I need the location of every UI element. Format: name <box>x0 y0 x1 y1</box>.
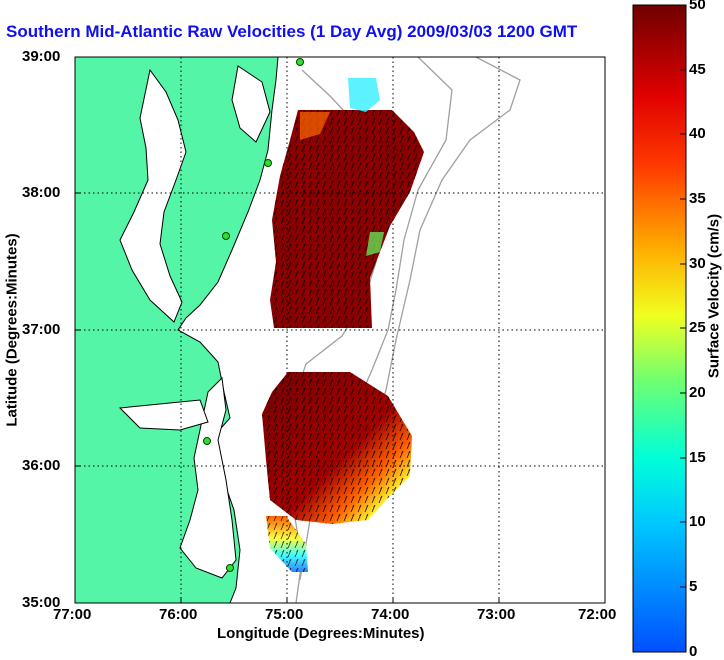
velocity-field-north-east <box>366 232 384 256</box>
tick-marks <box>75 192 500 603</box>
colorbar-tick-label: 5 <box>689 578 698 595</box>
x-tick-label: 72:00 <box>578 606 617 623</box>
x-tick-label: 75:00 <box>265 606 304 623</box>
x-tick-label: 74:00 <box>371 606 410 623</box>
colorbar-tick-label: 20 <box>689 384 706 401</box>
albemarle-sound <box>118 399 209 431</box>
y-tick-label: 39:00 <box>22 48 61 65</box>
colorbar-tick-label: 45 <box>689 61 706 78</box>
grid-lines <box>75 57 605 603</box>
delaware-bay <box>231 65 271 143</box>
station-marker <box>226 564 234 572</box>
x-axis-label: Longitude (Degrees:Minutes) <box>217 625 425 642</box>
colorbar-ticks <box>680 69 686 588</box>
y-axis-label: Latitude (Degrees:Minutes) <box>3 233 21 427</box>
x-tick-label: 76:00 <box>159 606 198 623</box>
y-tick-label: 36:00 <box>22 457 61 474</box>
station-marker <box>203 437 211 445</box>
velocity-field-north-edge <box>300 112 330 140</box>
colorbar-tick-label: 15 <box>689 449 706 466</box>
velocity-field-north-top <box>348 78 380 112</box>
map-title: Southern Mid-Atlantic Raw Velocities (1 … <box>6 22 578 41</box>
velocity-field-north-arrows <box>270 110 424 328</box>
colorbar-tick-label: 40 <box>689 125 706 142</box>
colorbar-tick-label: 10 <box>689 513 706 530</box>
colorbar-tick-label: 35 <box>689 190 706 207</box>
pamlico-sound <box>179 376 237 579</box>
colorbar-tick-label: 0 <box>689 643 698 660</box>
y-tick-label: 37:00 <box>22 321 61 338</box>
velocity-field-south-arrows <box>262 372 412 524</box>
station-marker <box>222 232 230 240</box>
colorbar-tick-label: 25 <box>689 319 706 336</box>
chesapeake-bay <box>119 68 187 323</box>
y-tick-label: 38:00 <box>22 184 61 201</box>
colorbar-label: Surface Velocity (cm/s) <box>705 213 723 379</box>
x-tick-label: 73:00 <box>477 606 516 623</box>
colorbar <box>632 4 687 653</box>
x-tick-label: 77:00 <box>53 606 92 623</box>
station-marker <box>264 159 272 167</box>
colorbar-tick-label: 50 <box>689 0 706 13</box>
colorbar-tick-label: 30 <box>689 255 706 272</box>
y-tick-label: 35:00 <box>22 594 61 611</box>
station-marker <box>296 58 304 66</box>
